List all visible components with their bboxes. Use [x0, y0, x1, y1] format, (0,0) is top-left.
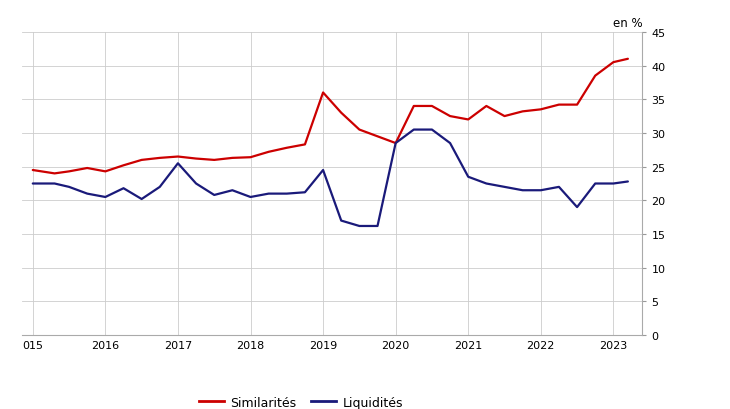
Line: Similarités: Similarités [33, 60, 628, 174]
Similarités [482, 104, 491, 109]
Similarités [537, 108, 545, 112]
Similarités [609, 61, 618, 65]
Similarités [119, 164, 128, 169]
Liquidités [537, 188, 545, 193]
Liquidités [573, 205, 582, 210]
Text: en %: en % [612, 17, 642, 30]
Similarités [500, 115, 509, 119]
Liquidités [283, 192, 291, 197]
Liquidités [428, 128, 437, 133]
Liquidités [155, 185, 164, 190]
Liquidités [623, 180, 632, 184]
Liquidités [50, 182, 59, 187]
Similarités [555, 103, 564, 108]
Similarités [355, 128, 364, 133]
Line: Liquidités: Liquidités [33, 130, 628, 227]
Similarités [428, 104, 437, 109]
Similarités [591, 74, 599, 79]
Liquidités [464, 175, 472, 180]
Similarités [301, 143, 310, 148]
Liquidités [264, 192, 273, 197]
Liquidités [373, 224, 382, 229]
Similarités [623, 57, 632, 62]
Similarités [65, 169, 74, 174]
Liquidités [337, 218, 345, 223]
Liquidités [500, 185, 509, 190]
Similarités [28, 168, 37, 173]
Liquidités [518, 188, 527, 193]
Similarités [319, 91, 328, 96]
Similarités [155, 156, 164, 161]
Similarités [210, 158, 218, 163]
Similarités [174, 155, 182, 160]
Liquidités [609, 182, 618, 187]
Liquidités [482, 182, 491, 187]
Liquidités [101, 195, 110, 200]
Similarités [446, 115, 455, 119]
Liquidités [137, 197, 146, 202]
Liquidités [82, 192, 91, 197]
Liquidités [119, 187, 128, 191]
Similarités [518, 110, 527, 115]
Similarités [246, 155, 255, 160]
Similarités [410, 104, 418, 109]
Similarités [283, 146, 291, 151]
Similarités [137, 158, 146, 163]
Similarités [464, 118, 472, 123]
Liquidités [591, 182, 599, 187]
Liquidités [228, 188, 237, 193]
Similarités [50, 171, 59, 176]
Similarités [391, 141, 400, 146]
Similarités [573, 103, 582, 108]
Liquidités [410, 128, 418, 133]
Liquidités [192, 182, 201, 187]
Liquidités [301, 190, 310, 195]
Liquidités [65, 185, 74, 190]
Similarités [101, 169, 110, 174]
Liquidités [391, 141, 400, 146]
Liquidités [319, 168, 328, 173]
Similarités [264, 150, 273, 155]
Liquidités [210, 193, 218, 198]
Legend: Similarités, Liquidités: Similarités, Liquidités [194, 391, 408, 409]
Liquidités [446, 141, 455, 146]
Similarités [373, 135, 382, 139]
Similarités [82, 166, 91, 171]
Liquidités [355, 224, 364, 229]
Similarités [337, 111, 345, 116]
Similarités [228, 156, 237, 161]
Liquidités [555, 185, 564, 190]
Similarités [192, 157, 201, 162]
Liquidités [28, 182, 37, 187]
Liquidités [174, 162, 182, 166]
Liquidités [246, 195, 255, 200]
